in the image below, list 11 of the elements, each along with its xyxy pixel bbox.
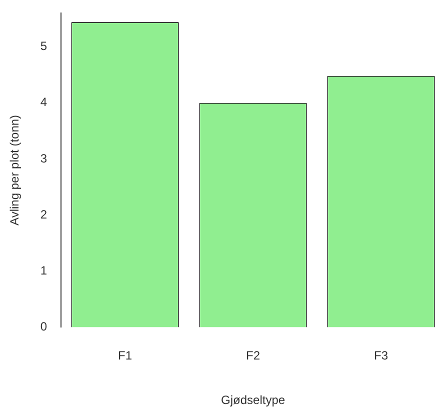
y-axis-title: Avling per plot (tonn) — [8, 114, 22, 226]
y-tick-label: 1 — [40, 263, 48, 278]
y-tick-label: 5 — [40, 39, 48, 54]
y-tick-label: 2 — [40, 207, 48, 222]
x-axis-title: Gjødseltype — [221, 393, 286, 408]
x-tick-label: F1 — [118, 348, 132, 363]
y-tick-label: 4 — [40, 95, 48, 110]
x-tick-label: F3 — [374, 348, 388, 363]
x-tick-label: F2 — [246, 348, 260, 363]
y-tick-label: 0 — [40, 320, 48, 334]
y-tick-label: 3 — [40, 151, 48, 166]
